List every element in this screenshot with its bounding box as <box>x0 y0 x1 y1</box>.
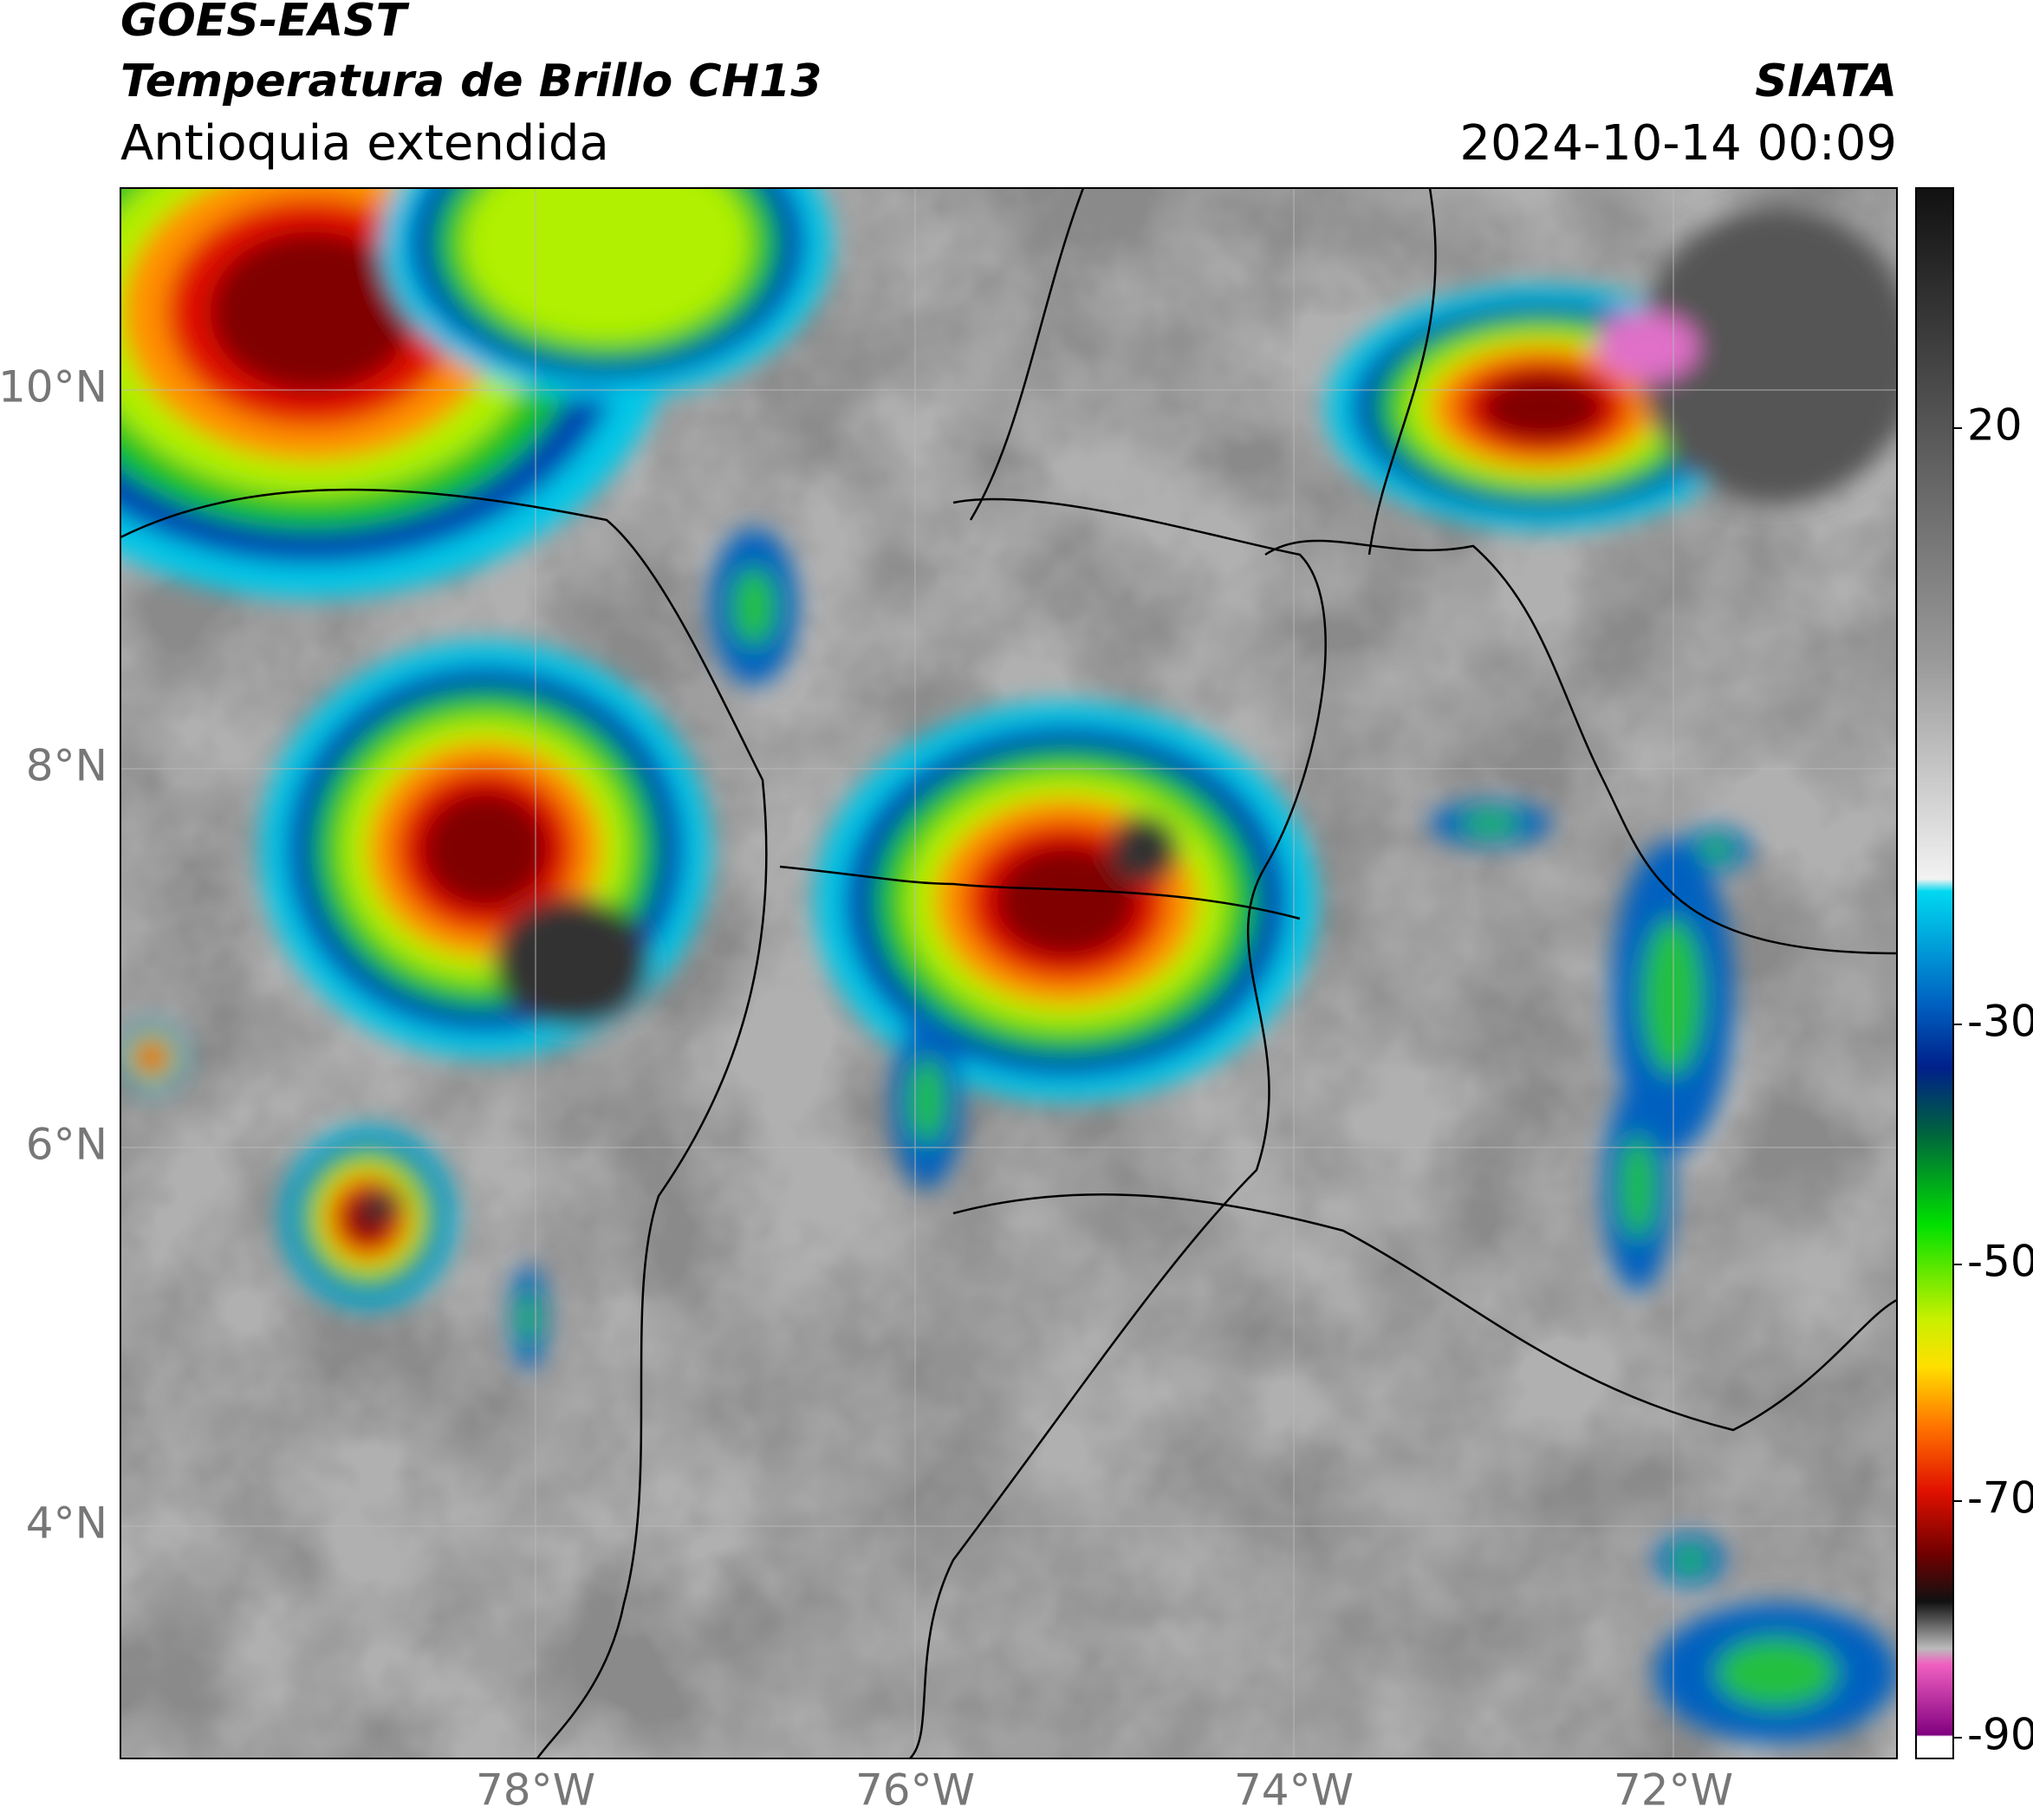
cloud-top <box>520 1291 537 1343</box>
cloud-top <box>462 188 751 343</box>
source-title: GOES-EAST <box>120 0 410 47</box>
cloud-top <box>422 790 549 908</box>
datetime-label: 2024-10-14 00:09 <box>1459 115 1897 172</box>
lat-label: 6°N <box>26 1120 107 1170</box>
colorbar-tick-label: -90 <box>1967 1710 2033 1760</box>
cloud-top <box>210 231 414 393</box>
lat-label: 8°N <box>26 741 107 791</box>
lon-label: 72°W <box>1614 1765 1733 1816</box>
cloud-core <box>1638 208 1897 503</box>
lon-label: 74°W <box>1234 1765 1354 1816</box>
cloud-top <box>1698 838 1733 861</box>
cloud-top <box>1716 1638 1837 1707</box>
cloud-top <box>1673 1547 1707 1573</box>
cloud-core <box>360 1187 403 1222</box>
region-subtitle: Antioquia extendida <box>120 115 609 172</box>
lon-label: 76°W <box>855 1765 975 1816</box>
cloud-top <box>1621 1135 1655 1239</box>
cloud-core <box>1595 312 1698 381</box>
cloud-top <box>138 1043 166 1071</box>
colorbar-tick-label: -70 <box>1967 1473 2033 1524</box>
cloud-core <box>494 897 650 1027</box>
lat-label: 4°N <box>26 1498 107 1549</box>
cloud-top <box>995 845 1137 958</box>
agency-label: SIATA <box>1755 55 1897 107</box>
satellite-map <box>120 188 1897 1758</box>
cloud-top <box>1642 919 1703 1075</box>
colorbar-tick-label: -50 <box>1967 1237 2033 1287</box>
cloud-top <box>910 1057 945 1144</box>
colorbar-tick-label: -30 <box>1967 997 2033 1047</box>
lat-label: 10°N <box>0 362 107 413</box>
cloud-core <box>1109 815 1179 884</box>
product-title: Temperatura de Brillo CH13 <box>120 55 822 107</box>
cloud-top <box>1482 373 1603 442</box>
cloud-top <box>1460 812 1521 835</box>
lon-label: 78°W <box>476 1765 595 1816</box>
map-frame <box>120 187 1898 1759</box>
borders <box>120 188 1897 1758</box>
cloud-top <box>732 568 776 646</box>
colorbar-tick-label: 20 <box>1967 400 2023 451</box>
colorbar <box>1915 187 1954 1759</box>
